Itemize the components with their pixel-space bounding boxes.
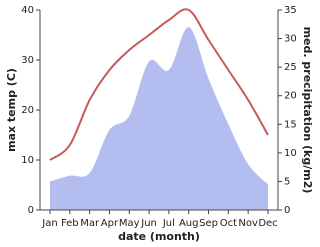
y2-tick-label: 0 <box>284 205 290 216</box>
y-axis-label: max temp (C) <box>5 68 18 152</box>
x-tick-label: Mar <box>80 218 100 229</box>
x-tick-label: Jun <box>140 218 157 229</box>
y2-tick-label: 35 <box>284 5 297 16</box>
x-tick-label: Jan <box>41 218 57 229</box>
y-tick-label: 20 <box>21 105 34 116</box>
x-axis-label: date (month) <box>118 230 200 243</box>
y2-tick-label: 5 <box>284 176 290 187</box>
y2-tick-label: 30 <box>284 34 297 45</box>
y2-tick-label: 15 <box>284 119 297 130</box>
x-tick-label: Oct <box>220 218 237 229</box>
x-tick-label: Nov <box>238 218 258 229</box>
y2-tick-label: 20 <box>284 91 297 102</box>
y2-tick-label: 25 <box>284 62 297 73</box>
x-tick-label: May <box>119 218 140 229</box>
y-tick-label: 10 <box>21 155 34 166</box>
x-tick-label: Apr <box>101 218 119 229</box>
x-tick-label: Dec <box>258 218 277 229</box>
x-tick-label: Feb <box>61 218 79 229</box>
y2-axis-label: med. precipitation (kg/m2) <box>301 27 314 194</box>
x-tick-label: Sep <box>199 218 218 229</box>
precipitation-area <box>50 27 268 211</box>
y2-tick-label: 10 <box>284 148 297 159</box>
x-tick-label: Jul <box>162 218 175 229</box>
x-tick-label: Aug <box>179 218 199 229</box>
y-tick-label: 0 <box>28 205 34 216</box>
y-tick-label: 40 <box>21 5 34 16</box>
temp-line <box>49 8 269 161</box>
y-tick-label: 30 <box>21 55 34 66</box>
